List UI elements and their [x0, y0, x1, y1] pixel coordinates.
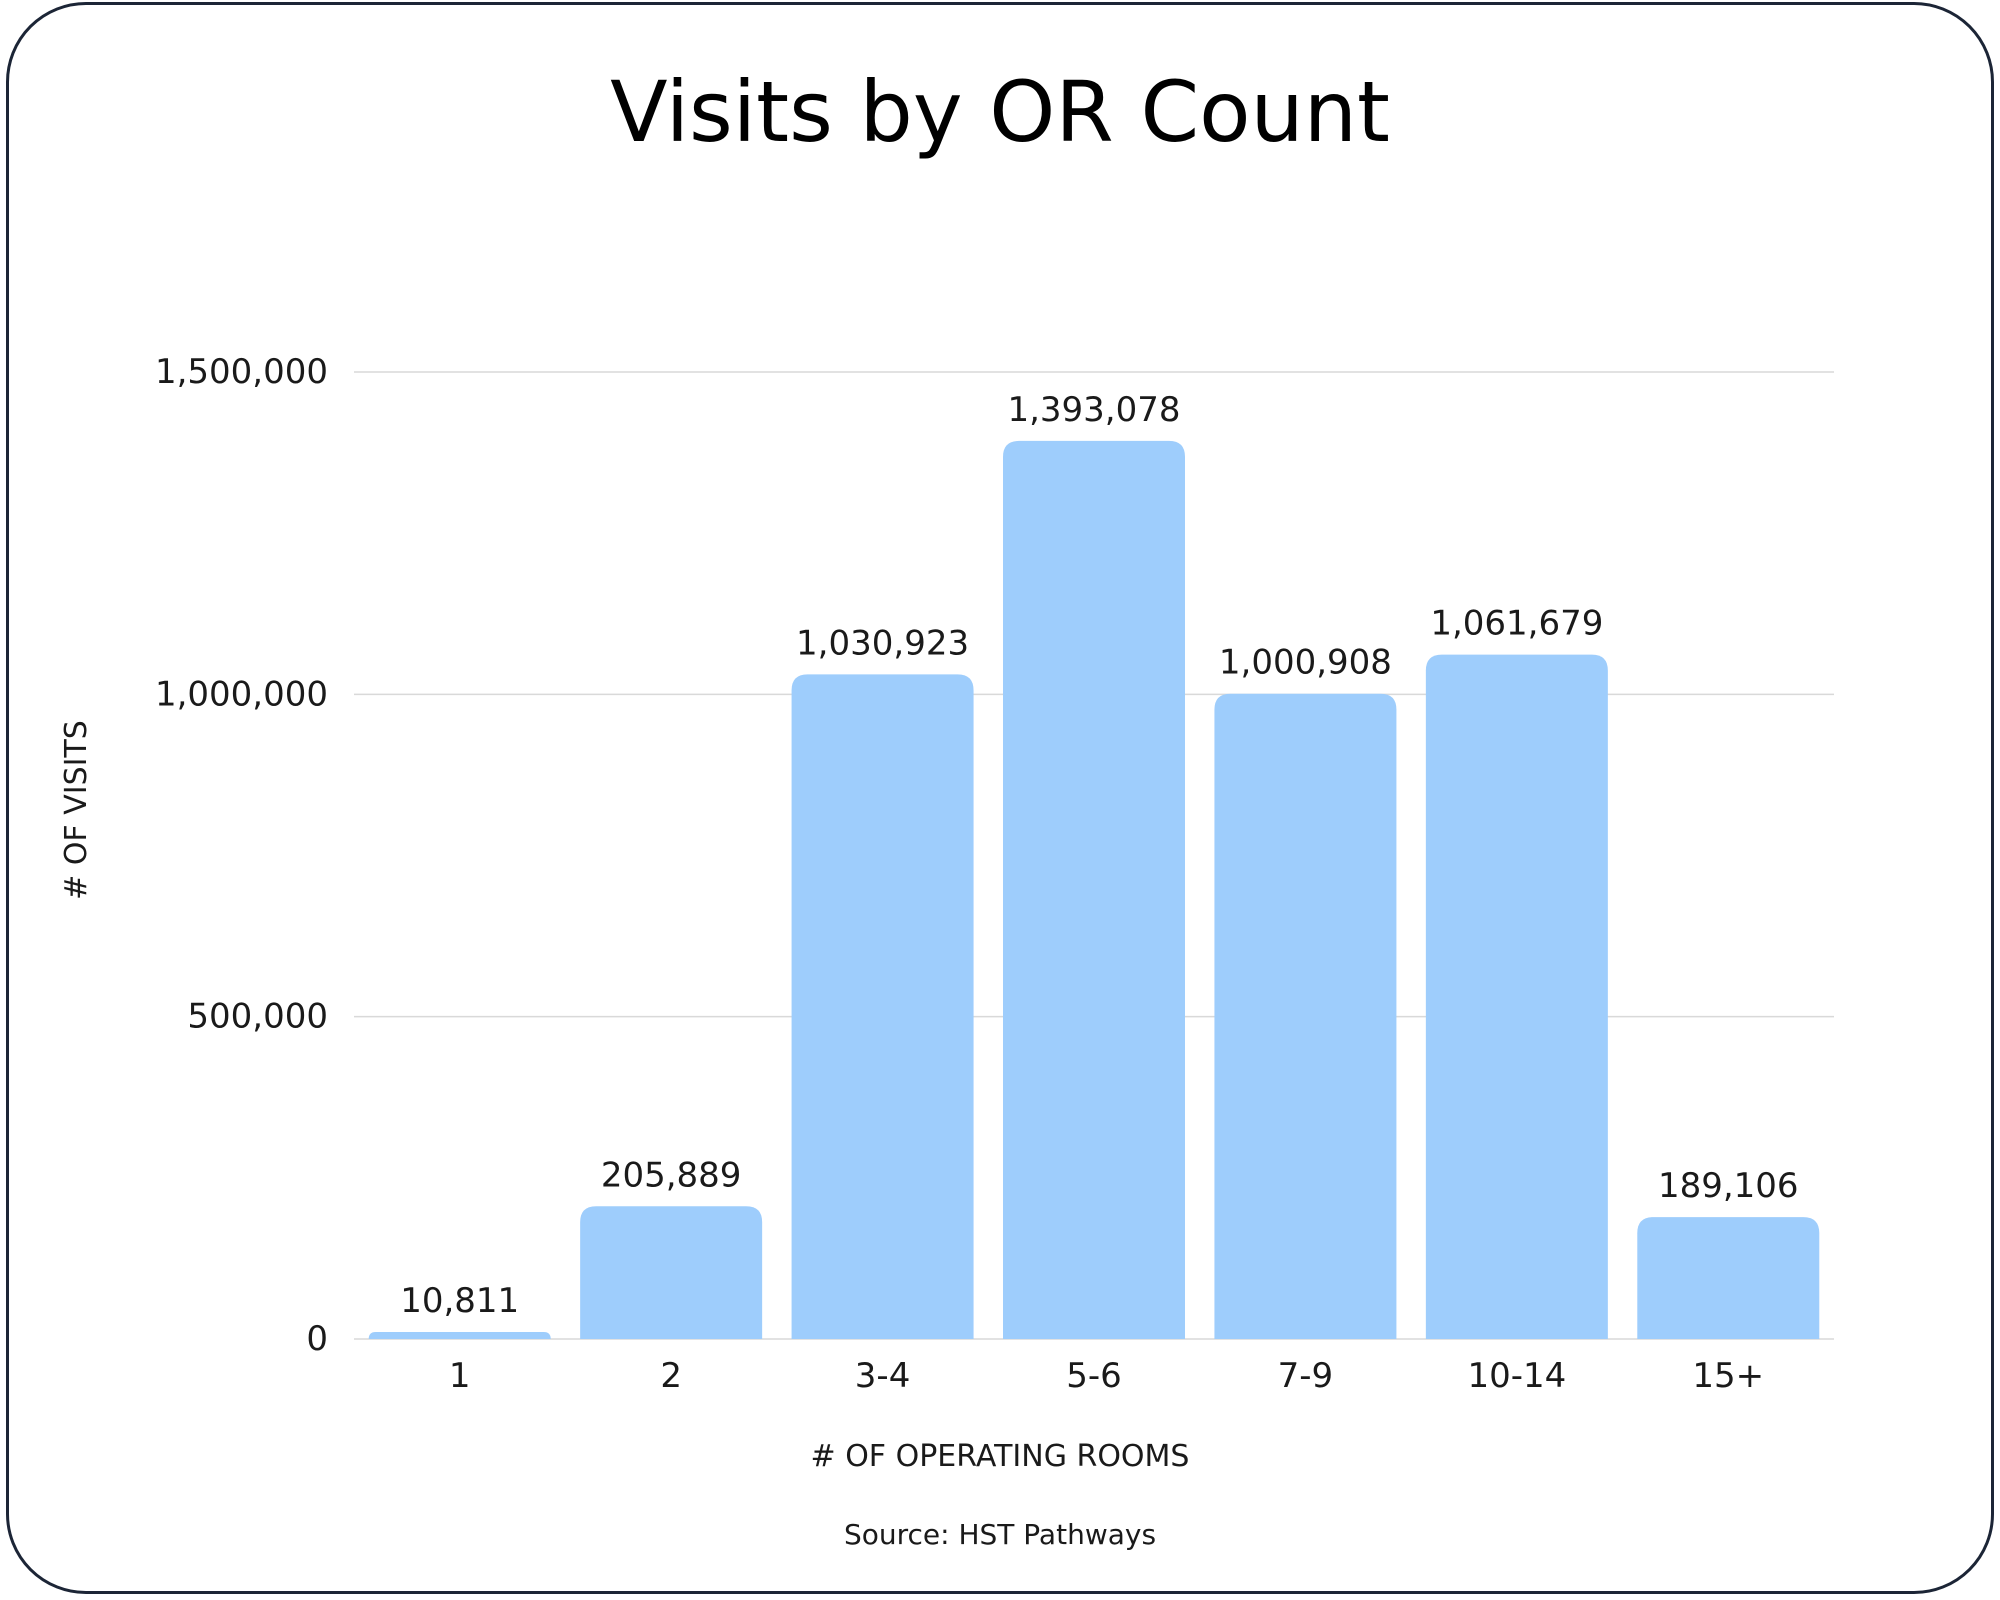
- y-tick-label: 1,000,000: [155, 674, 328, 714]
- bar: [791, 674, 974, 1339]
- y-tick-label: 1,500,000: [155, 352, 328, 392]
- bar: [1425, 654, 1608, 1339]
- y-tick-label: 500,000: [187, 997, 328, 1037]
- x-tick-label: 5-6: [1066, 1356, 1122, 1396]
- y-axis-ticks: 0 500,000 1,000,000 1,500,000: [155, 352, 328, 1359]
- source-note: Source: HST Pathways: [843, 1518, 1157, 1551]
- x-tick-label: 3-4: [855, 1356, 911, 1396]
- data-label: 1,393,078: [1007, 390, 1180, 430]
- bars: [368, 440, 1820, 1339]
- chart-title: Visits by OR Count: [610, 63, 1390, 161]
- x-tick-label: 2: [660, 1356, 682, 1396]
- x-tick-label: 10-14: [1467, 1356, 1566, 1396]
- x-tick-label: 1: [449, 1356, 471, 1396]
- data-label: 10,811: [400, 1281, 519, 1321]
- data-label: 1,030,923: [796, 623, 969, 663]
- bar: [368, 1332, 551, 1339]
- x-tick-label: 7-9: [1278, 1356, 1334, 1396]
- y-axis-label: # OF VISITS: [59, 720, 94, 900]
- x-axis-label: # OF OPERATING ROOMS: [811, 1439, 1190, 1474]
- x-axis-ticks: 1 2 3-4 5-6 7-9 10-14 15+: [449, 1356, 1764, 1396]
- y-tick-label: 0: [306, 1319, 328, 1359]
- bar: [1214, 693, 1397, 1339]
- bar: [1637, 1217, 1820, 1339]
- data-labels: 10,811 205,889 1,030,923 1,393,078 1,000,908…: [400, 390, 1798, 1321]
- data-label: 1,061,679: [1430, 604, 1603, 644]
- data-label: 1,000,908: [1219, 643, 1392, 683]
- data-label: 189,106: [1658, 1166, 1799, 1206]
- x-tick-label: 15+: [1692, 1356, 1764, 1396]
- bar: [1003, 440, 1185, 1339]
- data-label: 205,889: [601, 1155, 742, 1195]
- bar: [580, 1206, 763, 1339]
